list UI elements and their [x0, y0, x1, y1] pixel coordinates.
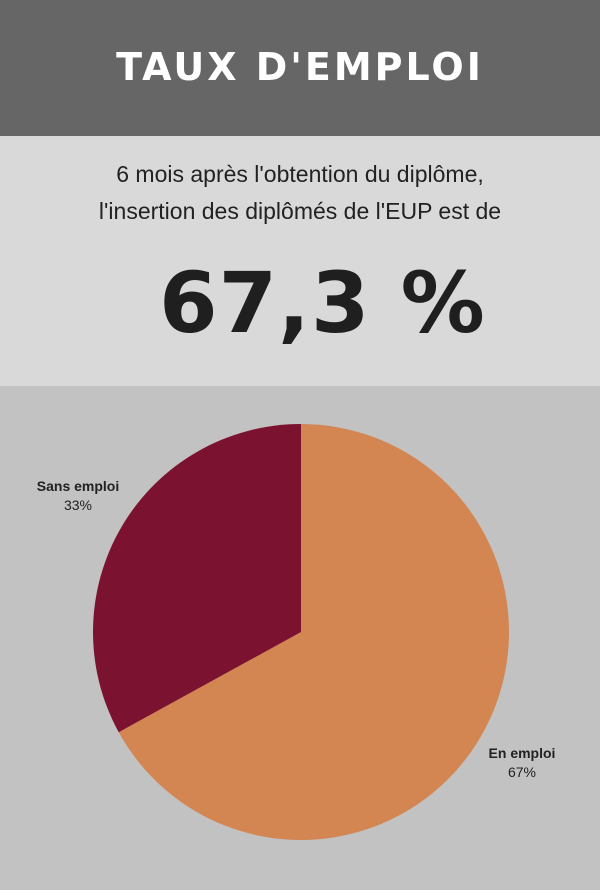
pie-chart [93, 424, 510, 840]
pie-slice-en-emploi [118, 424, 510, 840]
intro-line-1: 6 mois après l'obtention du diplôme, [116, 161, 484, 187]
chart-area: Sans emploi 33% En emploi 67% [0, 386, 600, 890]
slice-name-sans-emploi: Sans emploi [36, 478, 120, 494]
slice-value-sans-emploi: 33% [63, 497, 93, 513]
header-banner: TAUX D'EMPLOI [0, 0, 600, 136]
page-title: TAUX D'EMPLOI [116, 45, 484, 89]
slice-label-en-emploi: En emploi 67% [466, 744, 578, 782]
intro-text: 6 mois après l'obtention du diplôme, l'i… [0, 156, 600, 230]
slice-label-sans-emploi: Sans emploi 33% [22, 477, 134, 515]
pie-slice-sans-emploi [93, 424, 301, 733]
slice-value-en-emploi: 67% [507, 764, 537, 780]
intro-section: 6 mois après l'obtention du diplôme, l'i… [0, 136, 600, 386]
intro-line-2: l'insertion des diplômés de l'EUP est de [98, 198, 502, 224]
employment-rate-value: 67,3 % [159, 254, 486, 352]
slice-name-en-emploi: En emploi [488, 745, 556, 761]
